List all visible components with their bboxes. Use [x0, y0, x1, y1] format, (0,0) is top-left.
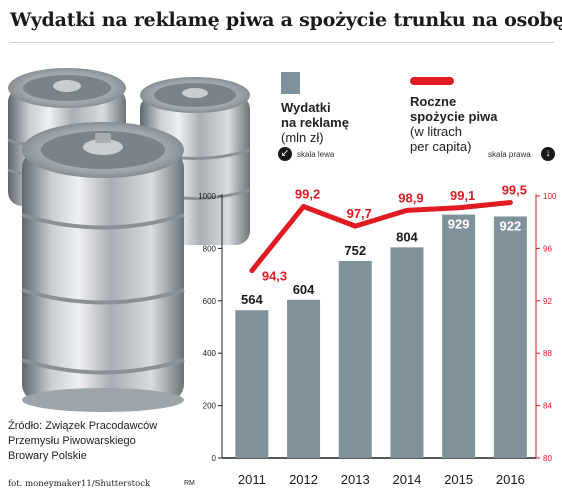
y-right-tick-label: 84	[543, 402, 552, 411]
line-value-label: 94,3	[262, 269, 287, 284]
line-value-label: 97,7	[347, 206, 372, 221]
y-left-tick-label: 0	[212, 454, 217, 463]
y-left-tick-label: 1000	[198, 192, 216, 201]
legend-line-label: Roczne spożycie piwa (w litrach per capi…	[410, 94, 497, 154]
source-line-3: Browary Polskie	[8, 450, 87, 462]
legend-bars-scale: skala lewa	[297, 150, 335, 159]
photo-credit: fot. moneymaker11/Shutterstock	[8, 479, 151, 489]
bar-value-label: 922	[499, 218, 521, 233]
consumption-line	[249, 200, 513, 274]
arrow-down-left-icon: ↙	[278, 147, 292, 161]
legend-line-unit-1: (w litrach	[410, 124, 463, 139]
x-tick-label: 2012	[289, 472, 318, 487]
bar	[390, 247, 424, 458]
y-right-tick-label: 100	[543, 192, 557, 201]
y-left-tick-label: 200	[203, 402, 217, 411]
beer-kegs-illustration	[7, 68, 251, 412]
legend-bars-title-2: na reklamę	[281, 115, 349, 130]
author-initials: RM	[184, 480, 195, 487]
arrow-down-icon: ↓	[541, 147, 555, 161]
y-right-tick-label: 88	[543, 349, 552, 358]
y-right-tick-label: 80	[543, 454, 552, 463]
legend-line-title-1: Roczne	[410, 94, 457, 109]
legend-line-scale: skala prawa	[488, 150, 531, 159]
title-divider	[10, 42, 554, 43]
bar	[287, 299, 321, 458]
bar-value-label: 604	[293, 282, 315, 297]
x-tick-label: 2016	[496, 472, 525, 487]
line-value-label: 99,2	[295, 186, 320, 201]
x-tick-label: 2011	[238, 472, 266, 487]
bar	[493, 216, 527, 458]
y-left-tick-label: 600	[203, 297, 217, 306]
source-line-2: Przemysłu Piwowarskiego	[8, 435, 136, 447]
line-value-label: 99,1	[450, 188, 475, 203]
legend-swatch-line	[410, 77, 454, 85]
legend-line-title-2: spożycie piwa	[410, 109, 498, 124]
legend-bars-label: Wydatki na reklamę (mln zł)	[281, 100, 349, 145]
source-line-1: Źródło: Związek Pracodawców	[8, 420, 158, 432]
bar-value-label: 929	[448, 217, 470, 232]
x-tick-label: 2014	[392, 472, 421, 487]
legend-swatch-bars	[281, 72, 300, 94]
beer-keg-front	[21, 122, 185, 412]
bar	[442, 214, 476, 458]
bar	[235, 310, 269, 458]
bar-value-label: 804	[396, 229, 418, 244]
y-left-tick-label: 400	[203, 349, 217, 358]
legend-line-unit-2: per capita)	[410, 139, 472, 154]
y-right-tick-label: 96	[543, 244, 552, 253]
line-value-label: 99,5	[502, 183, 527, 198]
legend-bars-unit: (mln zł)	[281, 130, 324, 145]
x-tick-label: 2013	[341, 472, 370, 487]
x-tick-label: 2015	[444, 472, 473, 487]
bar-value-label: 564	[241, 292, 263, 307]
y-right-tick-label: 92	[543, 297, 552, 306]
line-value-label: 98,9	[398, 190, 423, 205]
legend-bars-title-1: Wydatki	[281, 100, 331, 115]
chart-title: Wydatki na reklamę piwa a spożycie trunk…	[10, 9, 562, 31]
bar	[338, 260, 372, 458]
bar-value-label: 752	[344, 243, 366, 258]
source-note: Źródło: Związek Pracodawców Przemysłu Pi…	[8, 419, 157, 464]
y-left-tick-label: 800	[203, 244, 217, 253]
